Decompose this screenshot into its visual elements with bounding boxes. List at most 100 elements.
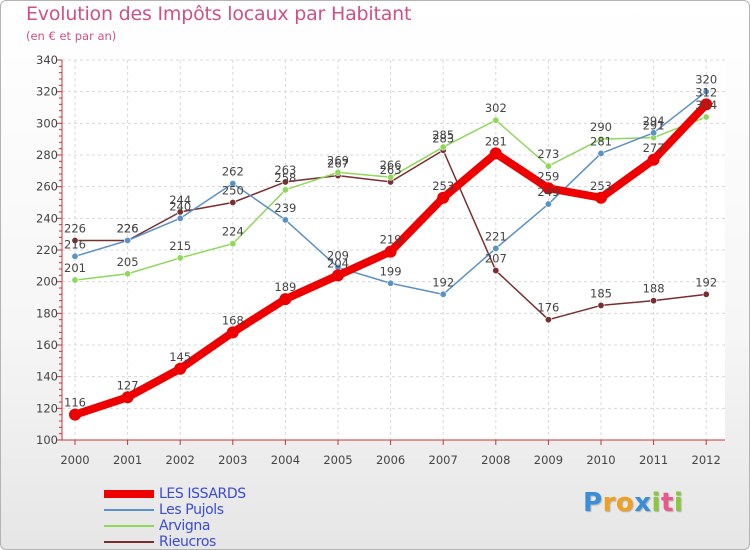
data-point-les-pujols — [702, 88, 710, 96]
x-tick-label: 2000 — [60, 453, 89, 467]
x-tick-label: 2001 — [113, 453, 142, 467]
data-point-rieucros — [281, 178, 289, 186]
data-label-rieucros: 188 — [643, 282, 665, 296]
data-label-les-issards: 145 — [169, 350, 191, 364]
data-label-rieucros: 244 — [169, 193, 191, 207]
data-point-les-issards — [647, 153, 660, 166]
data-label-arvigna: 290 — [590, 120, 612, 134]
data-label-rieucros: 250 — [222, 184, 244, 198]
data-label-les-pujols: 221 — [485, 229, 507, 243]
data-point-les-issards — [700, 98, 713, 111]
y-tick-label: 100 — [36, 433, 58, 447]
x-tick-label: 2005 — [323, 453, 352, 467]
data-point-les-pujols — [124, 237, 132, 245]
logo-letter: o — [615, 488, 635, 518]
data-point-arvigna — [492, 116, 500, 124]
data-point-rieucros — [597, 301, 605, 309]
data-point-les-pujols — [176, 214, 184, 222]
legend-item: Les Pujols — [104, 502, 224, 518]
data-point-rieucros — [492, 267, 500, 275]
legend-item: Rieucros — [104, 534, 216, 550]
legend-swatch — [104, 490, 154, 498]
y-tick-label: 320 — [36, 85, 58, 99]
data-label-les-issards: 312 — [695, 85, 717, 99]
logo-letter: x — [634, 488, 652, 518]
data-label-les-pujols: 240 — [169, 199, 191, 213]
x-tick-label: 2011 — [639, 453, 668, 467]
x-tick-label: 2002 — [166, 453, 195, 467]
data-label-les-issards: 219 — [380, 233, 402, 247]
data-label-les-issards: 127 — [117, 378, 139, 392]
data-point-rieucros — [702, 290, 710, 298]
data-point-les-issards — [121, 391, 134, 404]
data-label-les-pujols: 262 — [222, 165, 244, 179]
legend-label: LES ISSARDS — [159, 486, 246, 502]
legend-swatch — [104, 525, 154, 527]
data-label-rieucros: 185 — [590, 286, 612, 300]
data-point-les-pujols — [544, 200, 552, 208]
x-tick-label: 2008 — [481, 453, 510, 467]
data-point-arvigna — [702, 113, 710, 121]
data-label-rieucros: 176 — [537, 301, 559, 315]
data-label-arvigna: 205 — [117, 255, 139, 269]
y-tick-label: 220 — [36, 243, 58, 257]
data-point-les-pujols — [492, 244, 500, 252]
data-label-rieucros: 226 — [117, 222, 139, 236]
data-label-arvigna: 258 — [274, 171, 296, 185]
data-point-arvigna — [124, 270, 132, 278]
y-tick-label: 160 — [36, 338, 58, 352]
data-label-arvigna: 215 — [169, 239, 191, 253]
data-label-arvigna: 304 — [695, 98, 717, 112]
data-point-les-issards — [174, 362, 187, 375]
data-label-les-issards: 253 — [432, 179, 454, 193]
data-label-rieucros: 207 — [485, 252, 507, 266]
data-label-les-pujols: 199 — [380, 264, 402, 278]
data-label-les-pujols: 192 — [432, 275, 454, 289]
data-label-rieucros: 263 — [274, 163, 296, 177]
x-tick-label: 2009 — [534, 453, 563, 467]
chart-subtitle: (en € et par an) — [26, 29, 117, 43]
chart-title: Evolution des Impôts locaux par Habitant — [26, 3, 412, 25]
data-point-arvigna — [281, 186, 289, 194]
y-tick-label: 120 — [36, 401, 58, 415]
data-point-les-issards — [437, 191, 450, 204]
data-point-les-pujols — [229, 180, 237, 188]
data-point-les-issards — [542, 182, 555, 195]
data-label-les-issards: 253 — [590, 179, 612, 193]
data-point-les-pujols — [597, 149, 605, 157]
data-point-les-pujols — [71, 252, 79, 260]
data-label-les-pujols: 294 — [643, 114, 665, 128]
x-tick-label: 2007 — [429, 453, 458, 467]
data-point-les-issards — [332, 269, 344, 282]
data-point-les-issards — [595, 191, 607, 204]
data-point-les-issards — [489, 147, 502, 160]
data-point-les-pujols — [281, 216, 289, 224]
data-label-rieucros: 263 — [380, 163, 402, 177]
data-point-arvigna — [176, 254, 184, 262]
data-label-les-issards: 168 — [222, 313, 244, 327]
logo-letter: r — [602, 488, 616, 518]
data-label-arvigna: 302 — [485, 101, 507, 115]
data-point-les-issards — [279, 293, 292, 306]
logo-letter: t — [660, 488, 674, 518]
data-label-arvigna: 224 — [222, 225, 244, 239]
data-point-arvigna — [439, 143, 447, 151]
x-tick-label: 2012 — [692, 453, 721, 467]
x-tick-label: 2010 — [586, 453, 615, 467]
data-point-les-issards — [226, 326, 239, 339]
logo-letter: P — [583, 488, 603, 518]
data-label-rieucros: 192 — [695, 275, 717, 289]
y-tick-label: 140 — [36, 370, 58, 384]
data-label-arvigna: 273 — [537, 147, 559, 161]
data-point-arvigna — [544, 162, 552, 170]
data-point-arvigna — [597, 135, 605, 143]
data-point-les-issards — [69, 408, 81, 421]
data-point-les-pujols — [387, 279, 395, 287]
data-point-arvigna — [71, 276, 79, 284]
data-label-les-pujols: 239 — [274, 201, 296, 215]
data-label-arvigna: 285 — [432, 128, 454, 142]
data-point-arvigna — [229, 240, 237, 248]
data-label-les-pujols: 281 — [590, 134, 612, 148]
y-tick-label: 260 — [36, 180, 58, 194]
